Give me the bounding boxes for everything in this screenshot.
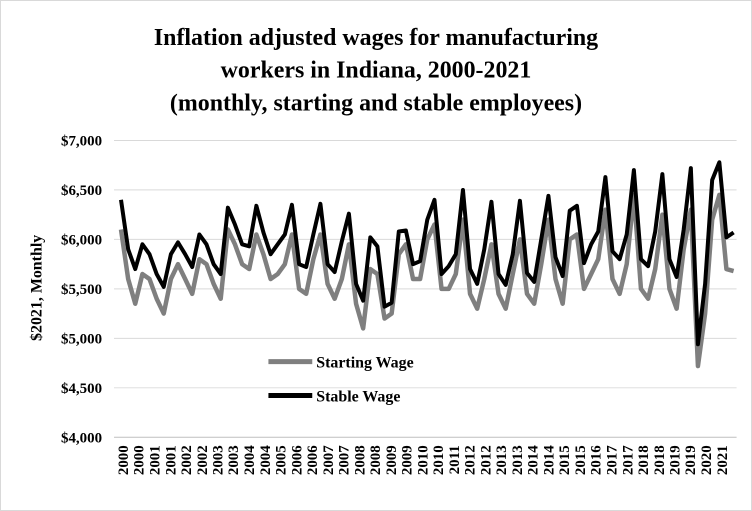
x-tick-label: 2003 [211, 445, 227, 475]
x-tick-label: 2001 [147, 445, 163, 475]
legend-label-stable: Stable Wage [316, 388, 400, 405]
x-tick-label: 2003 [226, 445, 242, 475]
x-tick-label: 2021 [715, 445, 731, 475]
x-tick-label: 2008 [368, 445, 384, 475]
x-tick-label: 2008 [352, 445, 368, 475]
x-tick-label: 2000 [132, 445, 148, 475]
x-tick-label: 2018 [652, 445, 668, 475]
x-tick-label: 2000 [116, 445, 132, 475]
x-tick-label: 2013 [494, 445, 510, 475]
stable-wage-line [119, 160, 735, 347]
legend-label-starting: Starting Wage [316, 355, 413, 372]
x-tick-label: 2014 [542, 445, 558, 475]
y-tick-label: $5,000 [61, 331, 102, 347]
y-tick-label: $4,000 [61, 430, 102, 446]
x-tick-label: 2010 [431, 445, 447, 475]
x-tick-label: 2009 [400, 445, 416, 475]
x-tick-label: 2006 [289, 445, 305, 475]
x-tick-label: 2007 [321, 445, 337, 475]
x-tick-label: 2017 [620, 445, 636, 475]
y-tick-label: $7,000 [61, 133, 102, 149]
y-tick-labels: $4,000 $4,500 $5,000 $5,500 $6,000 $6,500 $7,0… [61, 133, 102, 446]
x-tick-label: 2020 [699, 445, 715, 475]
chart-title-line-2: workers in Indiana, 2000-2021 [221, 58, 532, 84]
x-tick-labels: 2000 2000 2001 2001 2002 2002 2003 2003 2004 2004… [116, 445, 731, 475]
chart-title-line-3: (monthly, starting and stable employees) [170, 91, 582, 117]
x-tick-label: 2009 [384, 445, 400, 475]
x-tick-label: 2007 [337, 445, 353, 475]
x-tick-label: 2011 [447, 445, 463, 474]
x-tick-label: 2006 [305, 445, 321, 475]
x-tick-label: 2002 [179, 445, 195, 475]
x-tick-label: 2015 [557, 445, 573, 475]
y-tick-label: $6,500 [61, 183, 102, 199]
legend: Starting Wage Stable Wage [268, 355, 414, 405]
x-tick-label: 2013 [510, 445, 526, 475]
x-tick-label: 2001 [163, 445, 179, 475]
x-tick-label: 2016 [589, 445, 605, 475]
chart-title: Inflation adjusted wages for manufacturi… [154, 25, 598, 117]
x-tick-label: 2015 [573, 445, 589, 475]
x-tick-label: 2005 [274, 445, 290, 475]
y-axis-label: $2021, Monthly [28, 235, 45, 341]
starting-wage-line [118, 192, 735, 369]
series [118, 160, 735, 369]
y-tick-label: $5,500 [61, 282, 102, 298]
x-tick-label: 2019 [683, 445, 699, 475]
x-tick-label: 2019 [668, 445, 684, 475]
x-tick-label: 2002 [195, 445, 211, 475]
x-tick-label: 2004 [258, 445, 274, 475]
x-tick-label: 2004 [242, 445, 258, 475]
x-tick-label: 2017 [604, 445, 620, 475]
x-tick-label: 2010 [415, 445, 431, 475]
x-tick-label: 2012 [463, 445, 479, 475]
y-tick-label: $6,000 [61, 232, 102, 248]
y-tick-label: $4,500 [61, 381, 102, 397]
x-tick-label: 2018 [636, 445, 652, 475]
chart-title-line-1: Inflation adjusted wages for manufacturi… [154, 25, 598, 51]
x-tick-label: 2014 [526, 445, 542, 475]
x-tick-label: 2012 [478, 445, 494, 475]
